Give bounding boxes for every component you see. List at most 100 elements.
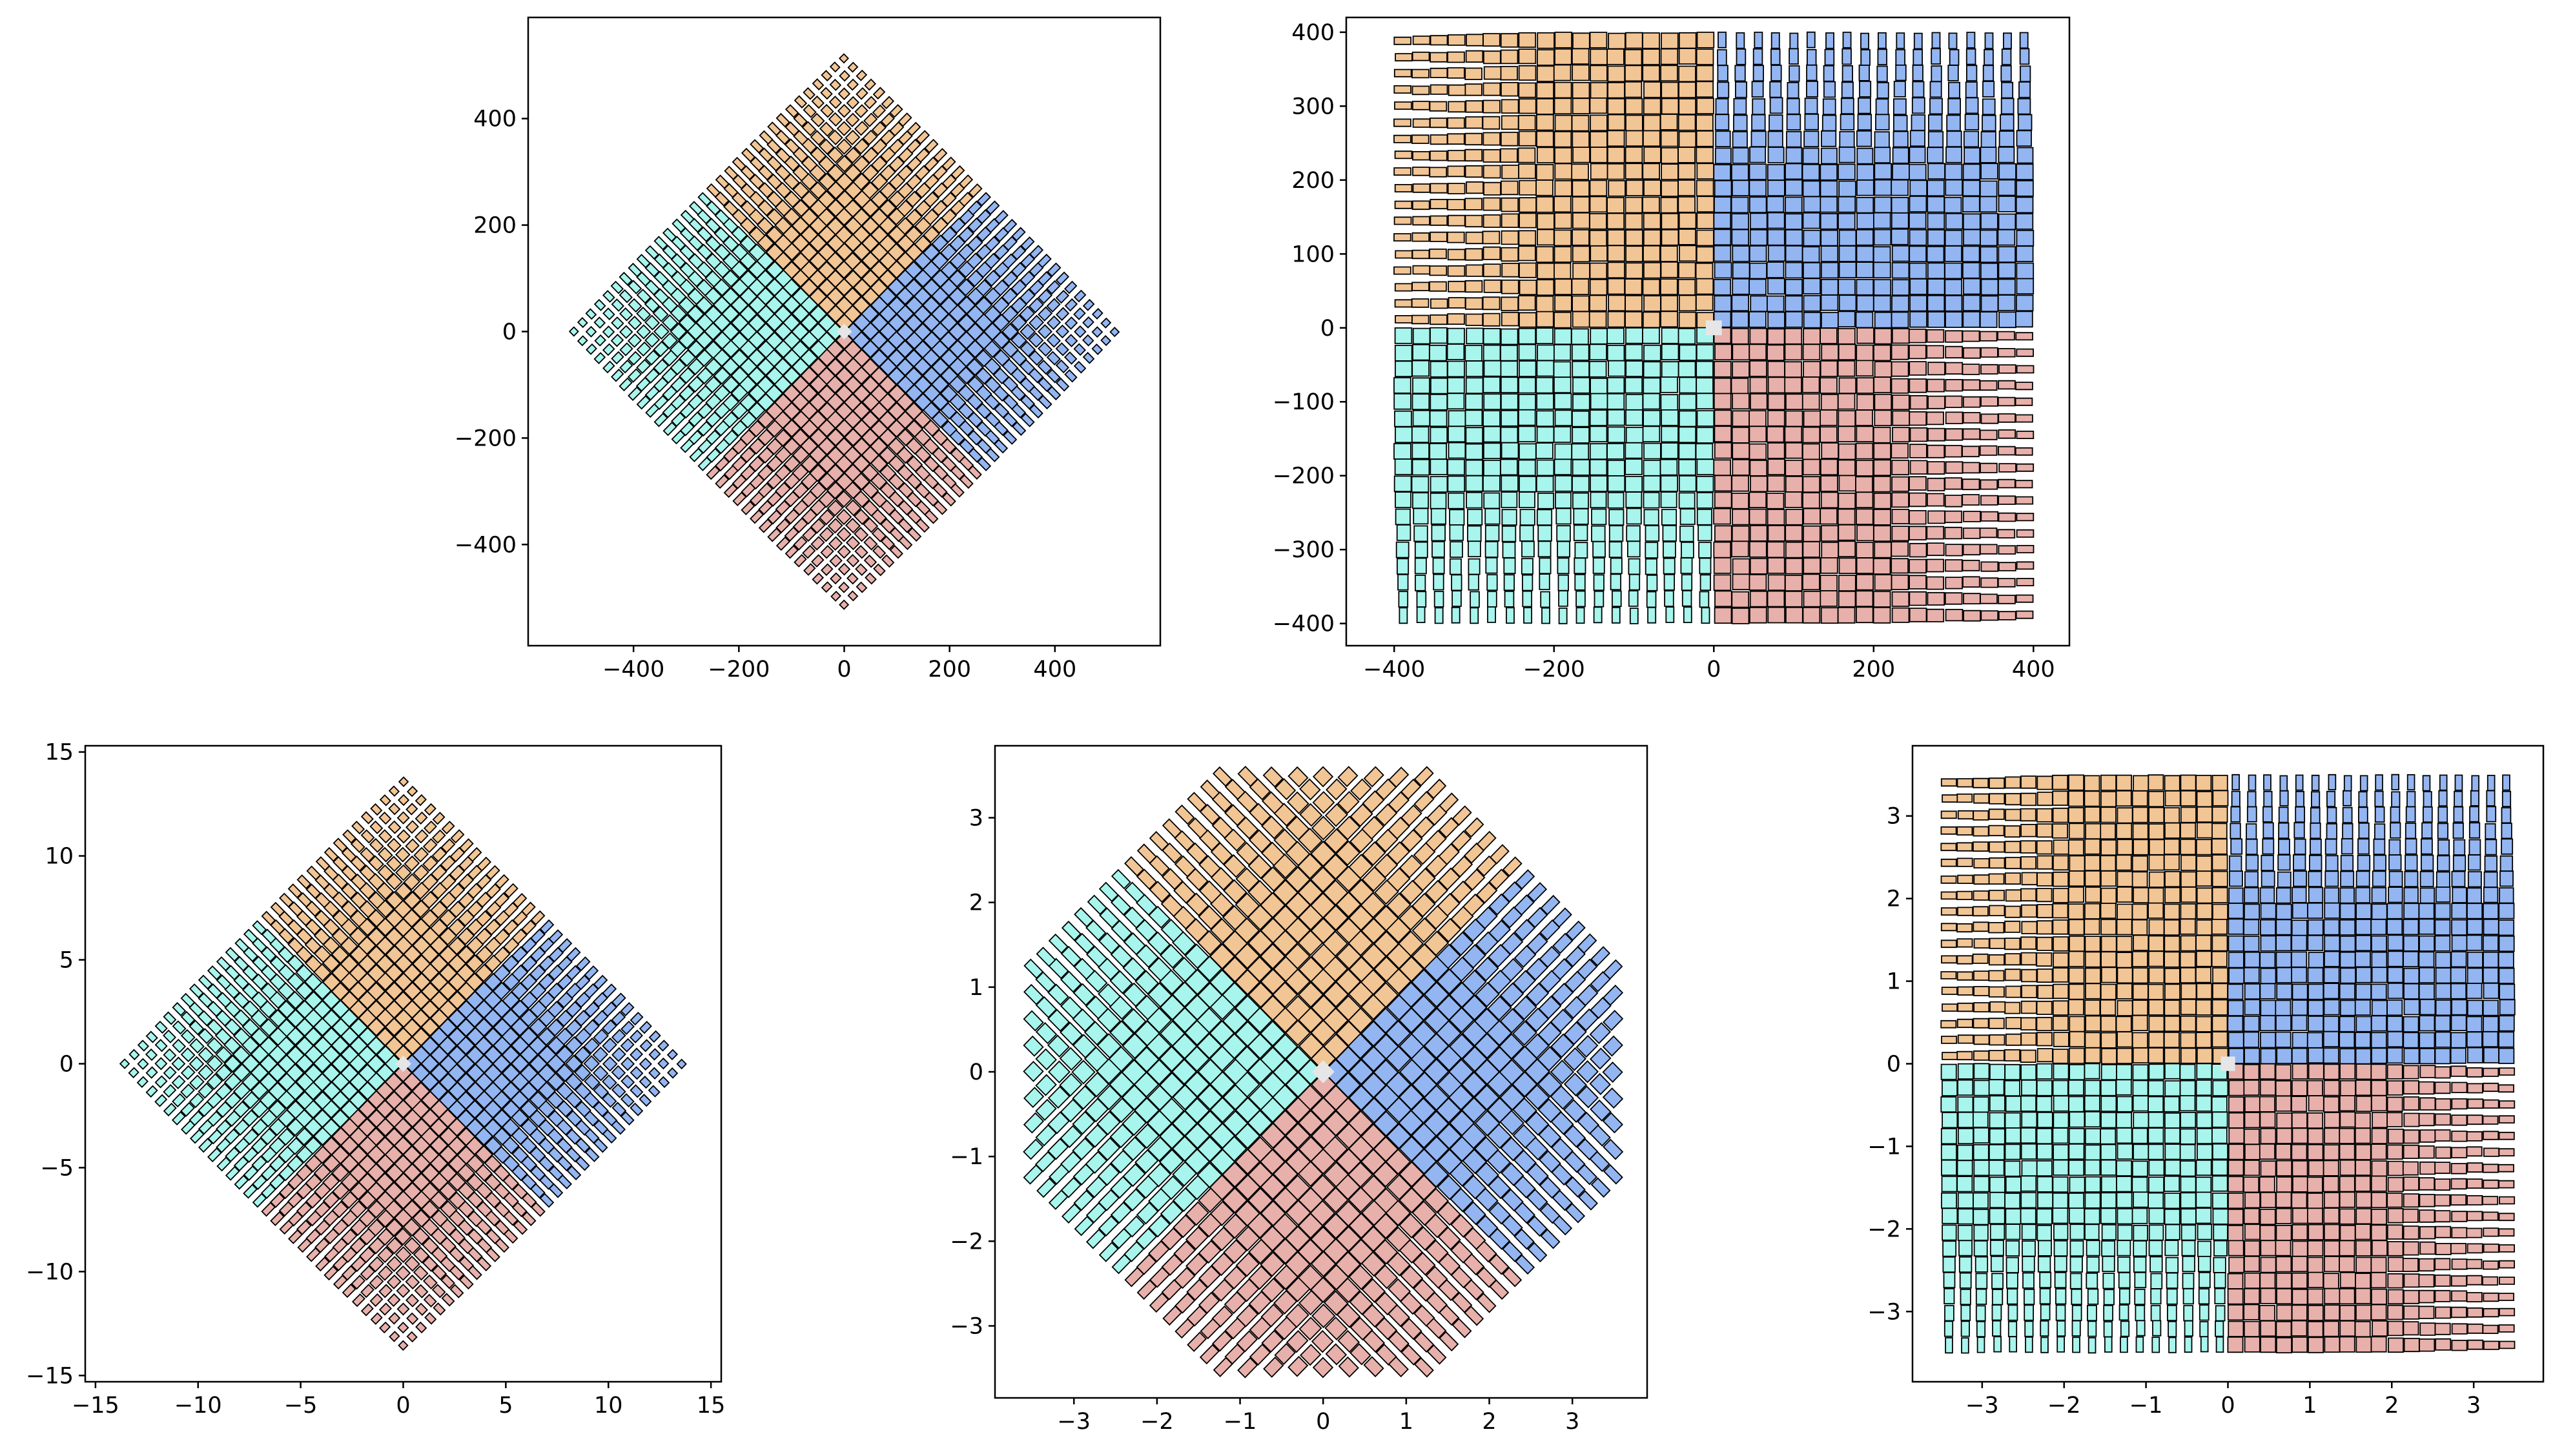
orange-cell: [1606, 147, 1625, 163]
cyan-cell: [1696, 393, 1714, 410]
orange-cell: [2052, 903, 2069, 919]
cyan-cell: [1679, 508, 1696, 525]
orange-cell: [387, 837, 402, 853]
blue-cell: [2230, 806, 2241, 823]
cyan-cell: [1468, 540, 1481, 557]
orange-cell: [1394, 150, 1413, 159]
blue-cell: [2323, 1016, 2339, 1032]
cyan-cell: [172, 1001, 187, 1017]
cyan-cell: [1023, 1164, 1043, 1185]
blue-cell: [2386, 1016, 2403, 1032]
orange-cell: [1517, 147, 1536, 163]
cyan-cell: [180, 992, 196, 1008]
orange-cell: [485, 865, 500, 880]
orange-cell: [432, 812, 446, 825]
blue-cell: [2015, 311, 2033, 328]
cyan-cell: [1393, 443, 1411, 460]
red-cell: [1426, 1344, 1447, 1365]
orange-cell: [1482, 33, 1501, 47]
red-cell: [1837, 393, 1856, 410]
orange-cell: [2195, 1016, 2212, 1032]
orange-cell: [1261, 815, 1285, 839]
blue-cell: [2243, 903, 2261, 920]
red-cell: [1749, 376, 1768, 394]
blue-cell: [1488, 1175, 1512, 1200]
blue-cell: [2451, 919, 2468, 936]
cyan-cell: [1590, 327, 1608, 345]
blue-cell: [2439, 774, 2448, 791]
blue-cell: [2275, 903, 2292, 920]
cyan-cell: [714, 243, 731, 261]
blue-cell: [1980, 131, 1996, 148]
cyan-cell: [1626, 540, 1641, 558]
orange-cell: [459, 838, 474, 854]
cyan-cell: [1124, 881, 1145, 903]
blue-cell: [1527, 907, 1548, 928]
blue-cell: [2499, 999, 2516, 1016]
blue-cell: [1348, 1058, 1375, 1085]
blue-cell: [630, 1012, 644, 1026]
blue-cell: [2404, 870, 2419, 887]
orange-cell: [1373, 981, 1399, 1009]
blue-cell: [2324, 935, 2341, 952]
blue-cell: [940, 261, 958, 280]
orange-cell: [1430, 198, 1448, 210]
orange-cell: [1463, 842, 1485, 864]
blue-cell: [2306, 1032, 2323, 1049]
red-cell: [1199, 1344, 1220, 1365]
blue-cell: [1576, 1008, 1599, 1032]
orange-cell: [2116, 1047, 2133, 1064]
blue-cell: [1046, 369, 1061, 384]
orange-cell: [1940, 810, 1957, 819]
orange-cell: [2005, 889, 2022, 902]
blue-cell: [2015, 213, 2034, 230]
blue-cell: [2435, 983, 2452, 1000]
red-cell: [1285, 1277, 1311, 1302]
blue-cell: [2323, 983, 2339, 1000]
orange-cell: [1661, 212, 1679, 230]
blue-cell: [2498, 936, 2515, 952]
blue-cell: [511, 981, 529, 1000]
cyan-cell: [252, 920, 267, 936]
cyan-cell: [662, 421, 677, 436]
orange-cell: [1395, 314, 1413, 323]
blue-cell: [2308, 983, 2324, 1000]
orange-cell: [1956, 890, 1973, 900]
orange-cell: [1572, 245, 1590, 263]
orange-cell: [1956, 923, 1973, 933]
red-cell: [1820, 394, 1839, 411]
orange-cell: [759, 130, 774, 145]
red-cell: [1909, 476, 1927, 491]
cyan-cell: [1394, 327, 1413, 344]
blue-cell: [2324, 902, 2341, 919]
blue-cell: [1010, 349, 1027, 367]
red-cell: [2015, 382, 2033, 391]
cyan-cell: [653, 358, 670, 375]
orange-cell: [1363, 766, 1384, 788]
blue-cell: [1893, 81, 1906, 97]
blue-cell: [583, 1110, 600, 1127]
red-cell: [1838, 377, 1857, 395]
orange-cell: [2115, 790, 2132, 807]
orange-cell: [819, 121, 835, 137]
orange-cell: [2067, 839, 2084, 856]
orange-cell: [2100, 791, 2117, 808]
y-tick-label: 0: [969, 1060, 983, 1085]
cyan-cell: [1501, 410, 1519, 427]
blue-cell: [1539, 970, 1561, 993]
red-cell: [1963, 593, 1981, 604]
cyan-cell: [1048, 1060, 1071, 1083]
orange-cell: [1224, 779, 1246, 801]
blue-cell: [1527, 882, 1548, 903]
red-cell: [323, 1266, 339, 1281]
blue-cell: [1801, 163, 1820, 181]
cyan-cell: [1171, 1110, 1198, 1137]
cyan-cell: [216, 1101, 232, 1118]
orange-cell: [1393, 118, 1411, 127]
blue-cell: [1714, 179, 1732, 197]
blue-cell: [1002, 236, 1018, 251]
orange-cell: [1222, 905, 1247, 931]
red-cell: [2016, 463, 2035, 472]
blue-cell: [2418, 903, 2435, 919]
orange-cell: [511, 928, 528, 945]
